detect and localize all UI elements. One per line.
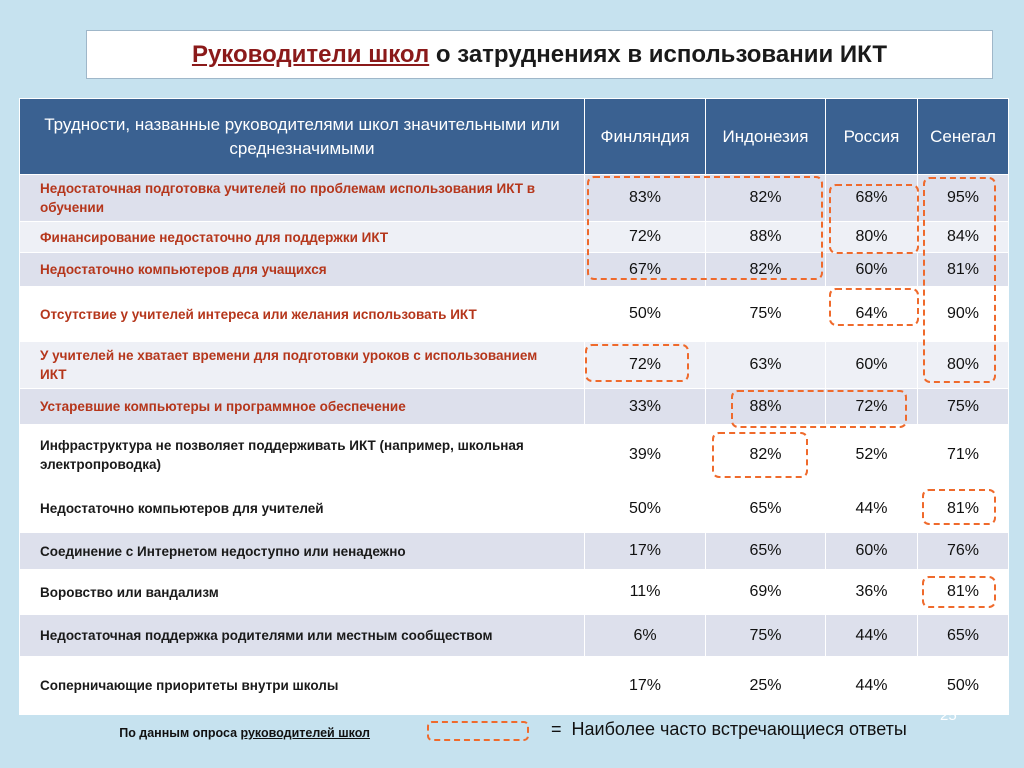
cell-value: 44% xyxy=(825,484,918,533)
source-prefix: По данным опроса xyxy=(119,726,241,740)
row-label: Недостаточная подготовка учителей по про… xyxy=(19,174,585,222)
cell-value: 72% xyxy=(825,388,918,425)
table-row: Недостаточная подготовка учителей по про… xyxy=(19,174,1009,222)
cell-value: 39% xyxy=(584,424,706,485)
cell-value: 50% xyxy=(917,656,1009,715)
cell-value: 25% xyxy=(705,656,826,715)
header-country: Финляндия xyxy=(584,98,706,175)
table-row: Отсутствие у учителей интереса или желан… xyxy=(19,286,1009,342)
row-label: Инфраструктура не позволяет поддерживать… xyxy=(19,424,585,485)
row-label: У учителей не хватает времени для подгот… xyxy=(19,341,585,389)
cell-value: 44% xyxy=(825,614,918,657)
cell-value: 72% xyxy=(584,221,706,253)
cell-value: 81% xyxy=(917,484,1009,533)
cell-value: 88% xyxy=(705,221,826,253)
cell-value: 68% xyxy=(825,174,918,222)
cell-value: 80% xyxy=(825,221,918,253)
cell-value: 60% xyxy=(825,532,918,570)
row-label: Финансирование недостаточно для поддержк… xyxy=(19,221,585,253)
cell-value: 82% xyxy=(705,424,826,485)
table-header-row: Трудности, названные руководителями школ… xyxy=(19,98,1009,175)
table-row: Недостаточно компьютеров для учителей 50… xyxy=(19,484,1009,533)
cell-value: 60% xyxy=(825,252,918,287)
cell-value: 50% xyxy=(584,286,706,342)
cell-value: 90% xyxy=(917,286,1009,342)
source-link: руководителей школ xyxy=(240,726,371,740)
cell-value: 17% xyxy=(584,656,706,715)
cell-value: 83% xyxy=(584,174,706,222)
header-country: Сенегал xyxy=(917,98,1009,175)
cell-value: 88% xyxy=(705,388,826,425)
cell-value: 60% xyxy=(825,341,918,389)
cell-value: 65% xyxy=(705,532,826,570)
cell-value: 76% xyxy=(917,532,1009,570)
cell-value: 84% xyxy=(917,221,1009,253)
row-label: Устаревшие компьютеры и программное обес… xyxy=(19,388,585,425)
cell-value: 65% xyxy=(705,484,826,533)
cell-value: 6% xyxy=(584,614,706,657)
source-note: По данным опроса руководителей школ xyxy=(60,724,370,743)
header-country: Индонезия xyxy=(705,98,826,175)
title-underlined: Руководители школ xyxy=(191,40,430,68)
header-difficulties: Трудности, названные руководителями школ… xyxy=(19,98,585,175)
cell-value: 71% xyxy=(917,424,1009,485)
table-row: Соединение с Интернетом недоступно или н… xyxy=(19,532,1009,570)
cell-value: 65% xyxy=(917,614,1009,657)
cell-value: 80% xyxy=(917,341,1009,389)
cell-value: 64% xyxy=(825,286,918,342)
row-label: Недостаточная поддержка родителями или м… xyxy=(19,614,585,657)
table-row: Финансирование недостаточно для поддержк… xyxy=(19,221,1009,253)
row-label: Отсутствие у учителей интереса или желан… xyxy=(19,286,585,342)
table-row: У учителей не хватает времени для подгот… xyxy=(19,341,1009,389)
table-row: Воровство или вандализм 11% 69% 36% 81% xyxy=(19,569,1009,615)
cell-value: 95% xyxy=(917,174,1009,222)
cell-value: 50% xyxy=(584,484,706,533)
table-row: Соперничающие приоритеты внутри школы 17… xyxy=(19,656,1009,715)
legend-dashed-box xyxy=(427,721,529,741)
cell-value: 17% xyxy=(584,532,706,570)
cell-value: 67% xyxy=(584,252,706,287)
table-row: Устаревшие компьютеры и программное обес… xyxy=(19,388,1009,425)
table-row: Недостаточная поддержка родителями или м… xyxy=(19,614,1009,657)
cell-value: 52% xyxy=(825,424,918,485)
cell-value: 75% xyxy=(705,614,826,657)
cell-value: 44% xyxy=(825,656,918,715)
cell-value: 72% xyxy=(584,341,706,389)
cell-value: 36% xyxy=(825,569,918,615)
cell-value: 82% xyxy=(705,252,826,287)
slide-title: Руководители школ о затруднениях в испол… xyxy=(86,30,993,79)
table-row: Недостаточно компьютеров для учащихся 67… xyxy=(19,252,1009,287)
cell-value: 75% xyxy=(917,388,1009,425)
difficulties-table: Трудности, названные руководителями школ… xyxy=(19,98,1009,715)
cell-value: 69% xyxy=(705,569,826,615)
title-rest: о затруднениях в использовании ИКТ xyxy=(429,40,888,68)
cell-value: 75% xyxy=(705,286,826,342)
row-label: Недостаточно компьютеров для учителей xyxy=(19,484,585,533)
page-number: 25 xyxy=(940,707,957,724)
header-country: Россия xyxy=(825,98,918,175)
legend-text: = Наиболее часто встречающиеся ответы xyxy=(551,719,907,739)
cell-value: 81% xyxy=(917,252,1009,287)
cell-value: 82% xyxy=(705,174,826,222)
cell-value: 33% xyxy=(584,388,706,425)
cell-value: 11% xyxy=(584,569,706,615)
row-label: Соединение с Интернетом недоступно или н… xyxy=(19,532,585,570)
row-label: Воровство или вандализм xyxy=(19,569,585,615)
row-label: Недостаточно компьютеров для учащихся xyxy=(19,252,585,287)
row-label: Соперничающие приоритеты внутри школы xyxy=(19,656,585,715)
cell-value: 81% xyxy=(917,569,1009,615)
table-row: Инфраструктура не позволяет поддерживать… xyxy=(19,424,1009,485)
cell-value: 63% xyxy=(705,341,826,389)
